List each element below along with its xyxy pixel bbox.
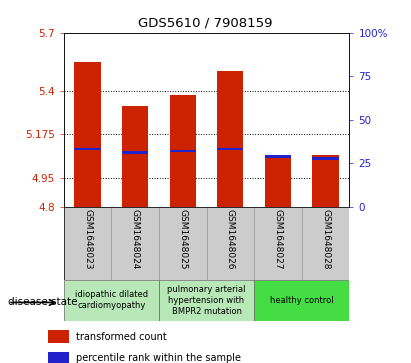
Bar bbox=[265, 155, 291, 158]
Bar bbox=[159, 207, 206, 280]
Bar bbox=[122, 106, 148, 207]
Bar bbox=[302, 207, 349, 280]
Bar bbox=[64, 207, 111, 280]
Bar bbox=[48, 330, 69, 343]
Text: GSM1648028: GSM1648028 bbox=[321, 209, 330, 270]
Bar bbox=[254, 207, 302, 280]
Bar bbox=[312, 157, 339, 160]
Bar bbox=[74, 62, 101, 207]
Text: pulmonary arterial
hypertension with
BMPR2 mutation: pulmonary arterial hypertension with BMP… bbox=[167, 285, 246, 316]
Bar bbox=[111, 207, 159, 280]
Text: percentile rank within the sample: percentile rank within the sample bbox=[76, 354, 241, 363]
Text: GDS5610 / 7908159: GDS5610 / 7908159 bbox=[138, 16, 273, 29]
Bar bbox=[265, 156, 291, 207]
Bar bbox=[217, 72, 243, 207]
Text: idiopathic dilated
cardiomyopathy: idiopathic dilated cardiomyopathy bbox=[75, 290, 148, 310]
Bar bbox=[312, 155, 339, 207]
Bar bbox=[170, 95, 196, 207]
Text: GSM1648024: GSM1648024 bbox=[131, 209, 140, 269]
Text: GSM1648027: GSM1648027 bbox=[273, 209, 282, 270]
Text: transformed count: transformed count bbox=[76, 332, 167, 342]
Text: GSM1648023: GSM1648023 bbox=[83, 209, 92, 270]
Text: GSM1648025: GSM1648025 bbox=[178, 209, 187, 270]
Text: disease state: disease state bbox=[8, 297, 78, 307]
Bar bbox=[170, 150, 196, 152]
Bar bbox=[159, 280, 254, 321]
Text: healthy control: healthy control bbox=[270, 296, 334, 305]
Bar bbox=[254, 280, 349, 321]
Bar bbox=[122, 151, 148, 154]
Bar bbox=[217, 148, 243, 150]
Bar bbox=[206, 207, 254, 280]
Bar bbox=[64, 280, 159, 321]
Bar bbox=[48, 352, 69, 363]
Text: GSM1648026: GSM1648026 bbox=[226, 209, 235, 270]
Bar bbox=[74, 148, 101, 150]
